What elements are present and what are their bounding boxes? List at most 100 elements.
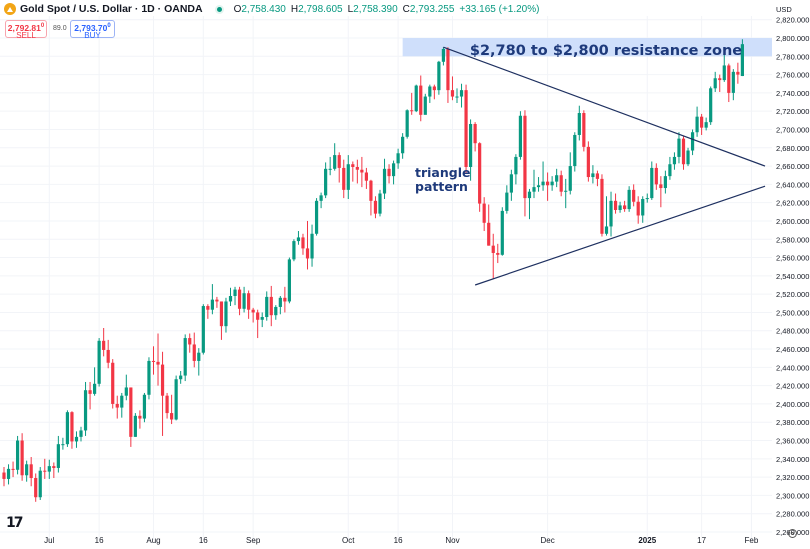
price-tick-label: 2,700.000 (776, 125, 809, 134)
candle (740, 39, 744, 77)
candle-body (731, 71, 735, 93)
candle (405, 109, 409, 139)
candle (170, 394, 174, 425)
candle (704, 117, 708, 131)
triangle-upper-line[interactable] (443, 46, 766, 167)
candle (482, 197, 486, 232)
candle-body (514, 156, 518, 175)
candle (505, 185, 509, 214)
candle (278, 295, 282, 315)
candle-body (314, 200, 319, 234)
candle (623, 200, 627, 212)
candle (70, 411, 74, 449)
candle (509, 169, 513, 201)
candle-body (342, 167, 346, 190)
candle (586, 141, 590, 182)
candle (283, 286, 287, 313)
candle (645, 193, 649, 203)
candle-body (170, 413, 174, 420)
candle (518, 111, 523, 160)
candle (432, 84, 436, 100)
candle-body (405, 110, 409, 137)
candle-body (269, 296, 273, 316)
candle (600, 174, 604, 237)
candle-body (333, 155, 337, 169)
price-tick-label: 2,320.000 (776, 473, 809, 482)
time-tick-label: Nov (445, 536, 459, 545)
candle-body (324, 168, 328, 196)
time-axis[interactable]: Jul 16 Aug 16 Sep Oct 16 Nov Dec 2025 17 Feb (44, 536, 759, 545)
candle (713, 71, 717, 92)
candle-body (20, 440, 24, 476)
candle (487, 204, 491, 246)
candle-body (573, 134, 577, 167)
tradingview-logo-icon[interactable]: 17 (6, 515, 24, 531)
candle-body (52, 466, 56, 468)
candle-body (690, 132, 695, 151)
candle-body (523, 115, 527, 199)
candle (11, 461, 15, 478)
candle (722, 50, 726, 82)
gear-icon[interactable] (788, 529, 797, 538)
candle (459, 83, 464, 108)
buy-label: BUY (84, 31, 101, 41)
candle (582, 110, 586, 152)
currency-label[interactable]: USD (776, 5, 792, 14)
candle (210, 284, 214, 315)
candle (34, 473, 38, 502)
symbol-title[interactable]: Gold Spot / U.S. Dollar · 1D · OANDA (20, 3, 203, 15)
candle-body (736, 71, 740, 75)
triangle-lower-line[interactable] (474, 185, 766, 286)
candle-body (219, 301, 224, 327)
candle (636, 196, 640, 224)
candle (550, 176, 554, 191)
candle (700, 113, 704, 135)
candle-body (83, 390, 88, 431)
sell-button[interactable]: 2,792.810 SELL (5, 20, 47, 40)
candle-body (15, 440, 20, 470)
candle (473, 122, 477, 152)
candle-body (686, 150, 690, 165)
candle (328, 156, 332, 176)
candle (650, 161, 654, 200)
candle-body (505, 192, 509, 211)
candle-body (34, 478, 38, 498)
candle (546, 172, 550, 201)
price-axis[interactable]: 2,820.000 2,800.000 2,780.000 2,760.000 2,74… (776, 16, 809, 537)
candle (523, 110, 527, 217)
candle-body (627, 189, 631, 210)
buy-button[interactable]: 2,793.700 BUY (70, 20, 115, 41)
candle (115, 395, 119, 419)
candle (577, 105, 581, 141)
candle-body (546, 181, 550, 186)
candle (527, 188, 532, 220)
candle-body (160, 364, 165, 396)
candle (228, 287, 233, 307)
price-tick-label: 2,360.000 (776, 437, 809, 446)
price-tick-label: 2,380.000 (776, 418, 809, 427)
candle (179, 370, 183, 384)
candle (342, 159, 346, 199)
candle (47, 459, 51, 479)
candle-body (623, 205, 627, 210)
candle (632, 184, 636, 207)
candle (224, 297, 228, 333)
candle-body (305, 248, 310, 259)
triangle-label-line2: pattern (415, 179, 468, 194)
candle-body (251, 309, 255, 313)
time-tick-label: 16 (95, 536, 104, 545)
candle-body (441, 48, 446, 62)
candle (450, 76, 455, 101)
candle-body (419, 85, 423, 115)
time-tick-label: Dec (540, 536, 554, 545)
candle (736, 62, 740, 84)
candle-body (346, 164, 350, 190)
candle-body (396, 153, 400, 164)
candle (360, 156, 364, 188)
candle (455, 88, 459, 103)
candle (156, 333, 160, 386)
candle (188, 333, 192, 353)
candle (15, 435, 20, 475)
buy-price-sup: 0 (107, 23, 111, 29)
